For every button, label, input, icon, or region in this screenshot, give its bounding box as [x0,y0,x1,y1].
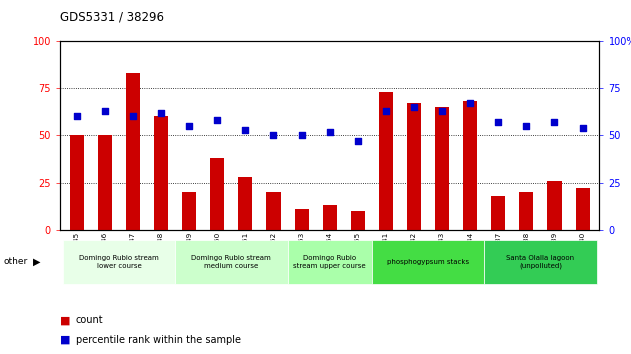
Text: percentile rank within the sample: percentile rank within the sample [76,335,240,345]
Bar [351,211,365,230]
Text: ▶: ▶ [33,257,40,267]
Point [240,127,251,132]
Bar [379,92,393,230]
Text: other: other [3,257,27,267]
Bar [154,116,168,230]
Point [100,108,110,114]
Text: phosphogypsum stacks: phosphogypsum stacks [387,259,469,265]
Point [212,118,222,123]
Bar [435,107,449,230]
Bar [266,192,281,230]
Point [353,138,363,144]
Point [493,119,504,125]
Text: Santa Olalla lagoon
(unpolluted): Santa Olalla lagoon (unpolluted) [507,255,574,269]
Text: GDS5331 / 38296: GDS5331 / 38296 [60,11,164,24]
Text: ■: ■ [60,335,71,345]
Text: ■: ■ [60,315,71,325]
Bar [492,196,505,230]
Point [437,108,447,114]
Bar [548,181,562,230]
Point [297,132,307,138]
Point [268,132,278,138]
Bar [484,240,597,284]
Point [128,114,138,119]
Bar [407,103,421,230]
Bar [210,158,225,230]
Point [577,125,587,131]
Text: count: count [76,315,103,325]
Bar [322,205,337,230]
Bar [239,177,252,230]
Point [324,129,334,135]
Bar [519,192,533,230]
Point [465,101,475,106]
Bar [126,73,140,230]
Bar [288,240,372,284]
Point [156,110,166,115]
Bar [98,135,112,230]
Point [184,123,194,129]
Point [409,104,419,110]
Bar [175,240,288,284]
Text: Domingo Rubio stream
medium course: Domingo Rubio stream medium course [191,255,271,269]
Bar [295,209,309,230]
Point [72,114,82,119]
Bar [575,188,589,230]
Bar [372,240,484,284]
Point [550,119,560,125]
Point [521,123,531,129]
Text: Domingo Rubio
stream upper course: Domingo Rubio stream upper course [293,255,366,269]
Bar [182,192,196,230]
Bar [62,240,175,284]
Bar [463,101,477,230]
Bar [70,135,84,230]
Text: Domingo Rubio stream
lower course: Domingo Rubio stream lower course [79,255,159,269]
Point [381,108,391,114]
